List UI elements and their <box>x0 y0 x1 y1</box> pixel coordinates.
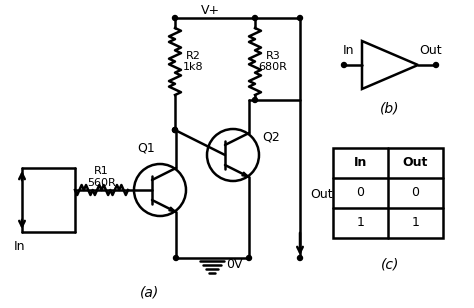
Text: R2
1k8: R2 1k8 <box>182 51 203 72</box>
Text: In: In <box>14 240 26 253</box>
Text: 0: 0 <box>411 187 419 200</box>
Circle shape <box>173 128 177 132</box>
Text: Q1: Q1 <box>137 141 155 155</box>
Polygon shape <box>242 172 249 177</box>
Circle shape <box>173 128 177 132</box>
Text: Out: Out <box>419 44 442 58</box>
Polygon shape <box>169 207 176 212</box>
Bar <box>333 148 443 238</box>
Text: R3
680R: R3 680R <box>258 51 287 72</box>
Text: Out: Out <box>310 188 333 201</box>
Text: 1: 1 <box>411 217 419 229</box>
Circle shape <box>173 15 177 21</box>
Text: 1: 1 <box>356 217 365 229</box>
Text: 0: 0 <box>356 187 365 200</box>
Circle shape <box>253 98 257 103</box>
Circle shape <box>253 15 257 21</box>
Circle shape <box>298 256 302 261</box>
Text: In: In <box>354 156 367 169</box>
Text: (c): (c) <box>381 258 399 272</box>
Text: In: In <box>343 44 355 58</box>
Text: V+: V+ <box>201 3 219 17</box>
Circle shape <box>341 63 346 67</box>
Text: 0V: 0V <box>226 257 243 270</box>
Text: (b): (b) <box>380 101 400 115</box>
Text: Q2: Q2 <box>262 131 280 144</box>
Circle shape <box>434 63 438 67</box>
Circle shape <box>246 256 252 261</box>
Circle shape <box>173 256 179 261</box>
Circle shape <box>298 15 302 21</box>
Text: Out: Out <box>403 156 428 169</box>
Text: R1
560R: R1 560R <box>87 166 116 188</box>
Text: (a): (a) <box>140 285 160 299</box>
